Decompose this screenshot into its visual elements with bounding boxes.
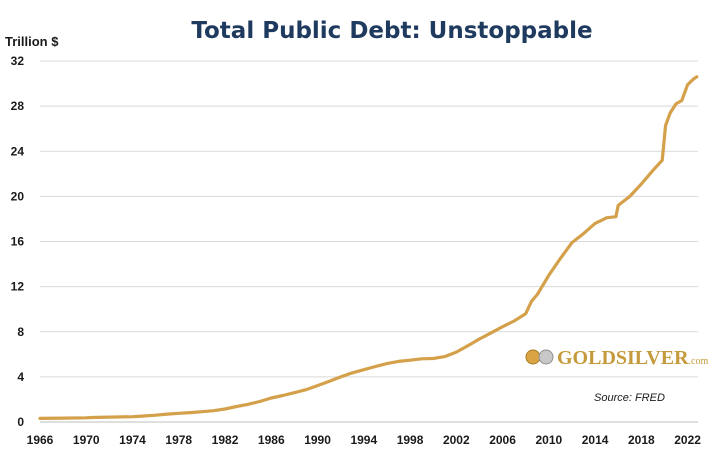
gold-coin-icon [525,349,541,365]
y-tick-label: 28 [11,99,25,113]
y-tick-label: 24 [11,144,25,158]
chart-title: Total Public Debt: Unstoppable [191,18,592,44]
x-tick-label: 1986 [258,433,285,447]
source-note: Source: FRED [594,392,665,404]
gridlines [40,60,698,378]
series-line [38,75,699,420]
logo-wordmark: GOLDSILVER.com [557,347,708,369]
x-tick-label: 1982 [212,433,239,447]
x-tick-label: 1970 [73,433,100,447]
series-group [38,75,699,420]
x-tick-label: 2006 [489,433,516,447]
y-tick-label: 20 [11,189,25,203]
y-tick-label: 32 [11,54,25,68]
x-tick-label: 1978 [165,433,192,447]
y-axis-label: Trillion $ [5,34,59,49]
x-tick-label: 1966 [27,433,54,447]
y-tick-label: 0 [17,415,24,429]
y-tick-label: 16 [11,235,25,249]
x-tick-labels: 1966 1970 1974 1978 1982 1986 1990 1994 1998 2002… [27,433,702,447]
x-tick-label: 1990 [304,433,331,447]
x-tick-label: 2022 [674,433,701,447]
y-tick-labels: 0 4 8 12 16 20 24 28 32 [11,54,25,429]
x-tick-label: 1994 [350,433,377,447]
x-tick-label: 2002 [443,433,470,447]
y-tick-label: 4 [17,370,24,384]
x-tick-label: 2010 [535,433,562,447]
x-tick-label: 1974 [119,433,146,447]
y-tick-label: 8 [17,325,24,339]
x-tick-label: 2018 [628,433,655,447]
silver-coin-icon [538,349,554,365]
x-tick-label: 1998 [397,433,424,447]
goldsilver-logo: GOLDSILVER.com [525,347,708,369]
x-tick-label: 2014 [582,433,609,447]
y-tick-label: 12 [11,280,25,294]
